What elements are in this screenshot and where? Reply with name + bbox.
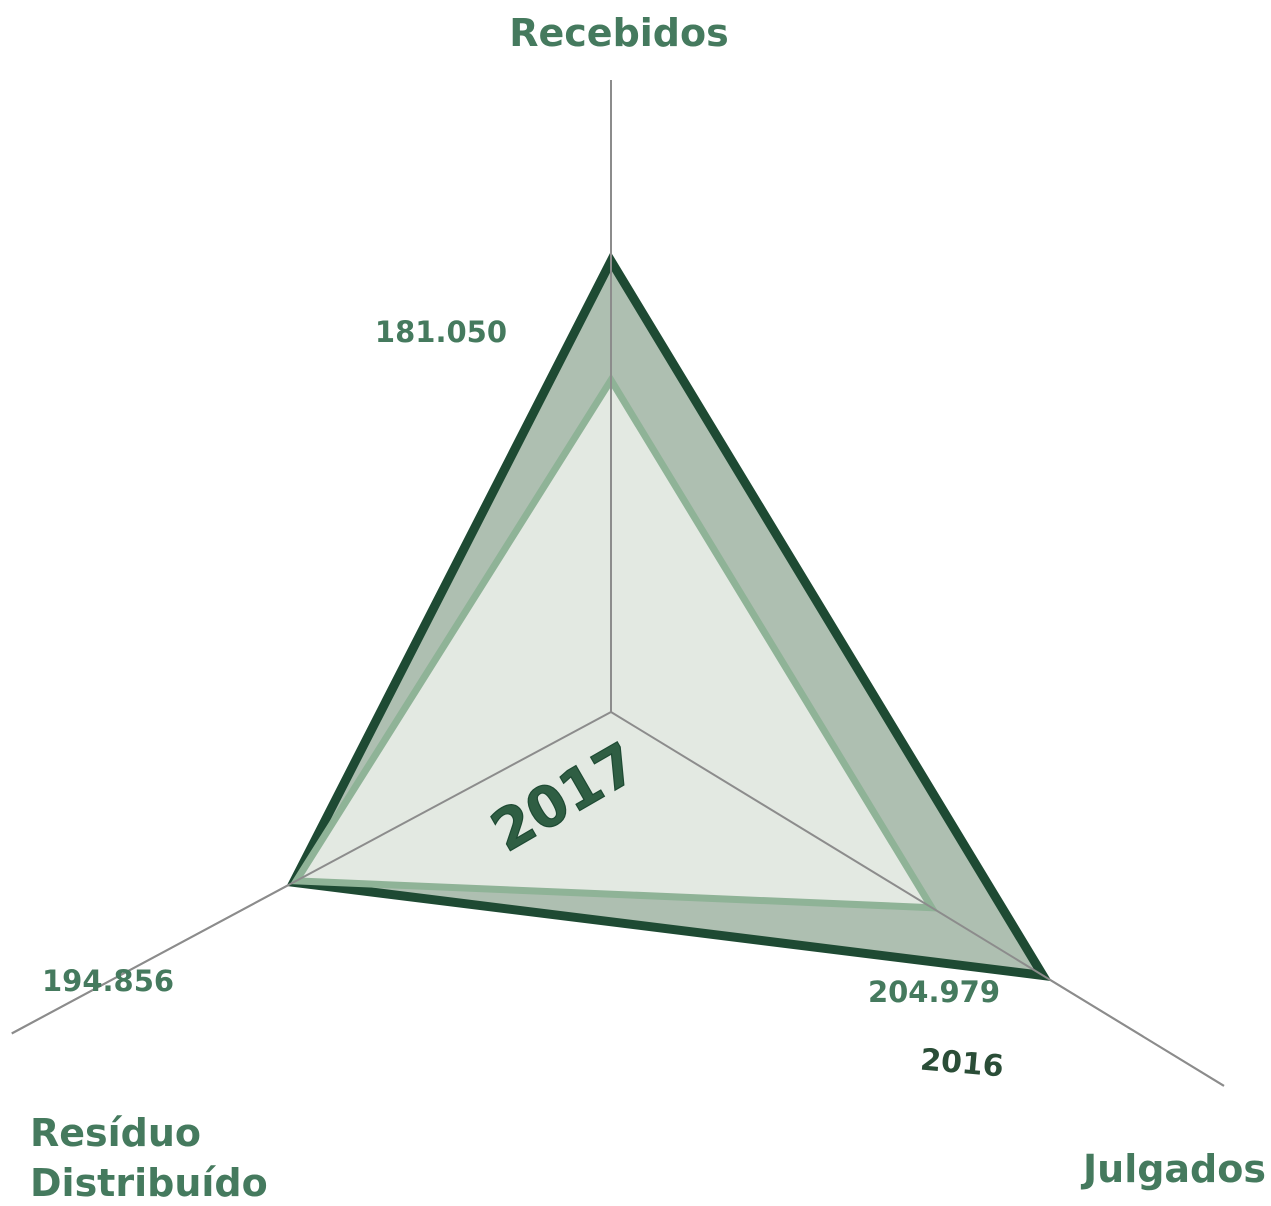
- axis-label-residuo-line1: Resíduo: [30, 1111, 201, 1155]
- series-label-2016: 2016: [919, 1042, 1005, 1084]
- data-label-recebidos: 181.050: [375, 315, 507, 349]
- axis-inner-residuo: [11, 711, 612, 1035]
- data-label-residuo: 194.856: [42, 964, 174, 998]
- axis-inner-julgados: [610, 711, 1225, 1087]
- axis-label-residuo-line2: Distribuído: [30, 1161, 268, 1205]
- axis-label-julgados: Julgados: [1080, 1147, 1266, 1191]
- axis-label-recebidos: Recebidos: [509, 11, 728, 55]
- series-2017-area: [290, 373, 939, 912]
- data-label-julgados: 204.979: [868, 975, 1000, 1009]
